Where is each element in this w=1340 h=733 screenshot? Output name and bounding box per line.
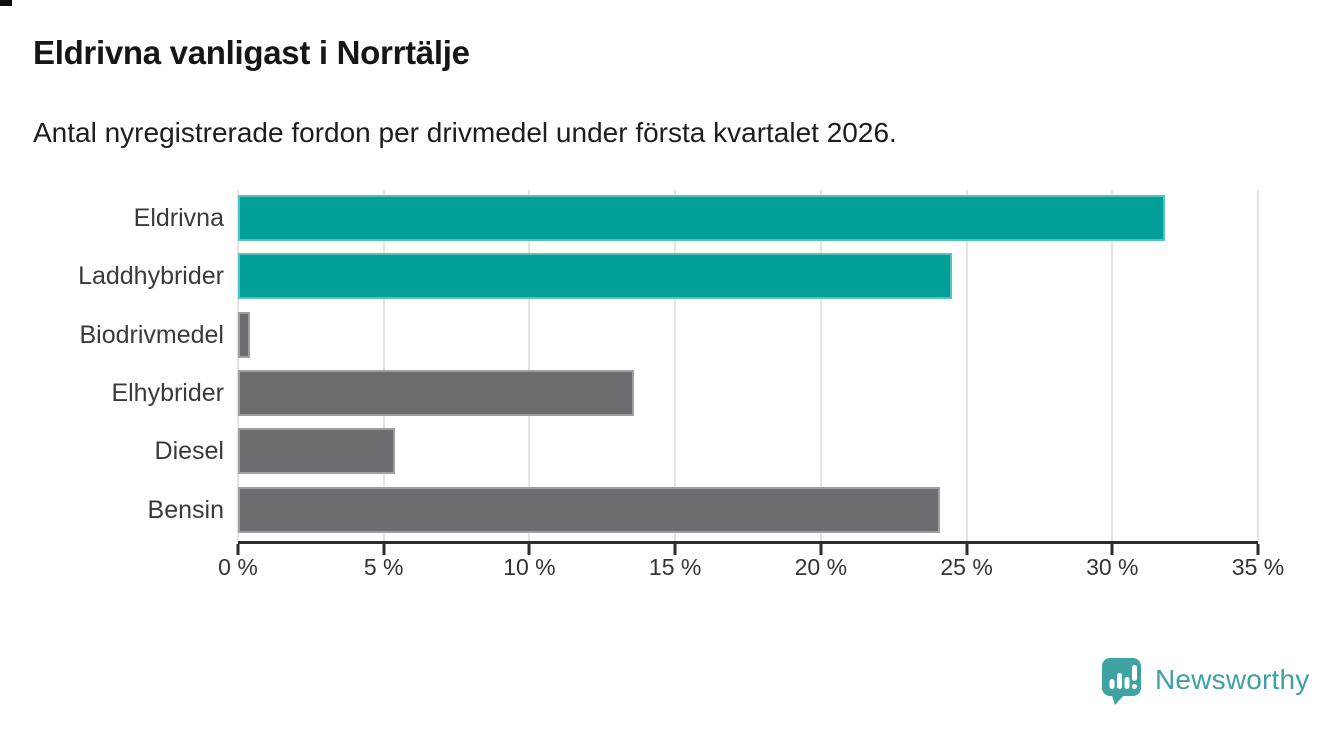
x-tick-label-20: 20 % [794,554,848,580]
x-tick-mark-20 [819,544,823,555]
plot-area [237,190,1259,544]
x-tick-mark-15 [673,544,677,555]
chart-subtitle: Antal nyregistrerade fordon per drivmede… [33,117,897,148]
category-label-bensin: Bensin [147,495,224,524]
category-label-eldrivna: Eldrivna [133,204,224,232]
x-tick-mark-10 [527,544,531,555]
x-tick-label-15: 15 % [648,554,702,580]
x-tick-label-10: 10 % [503,554,556,580]
gridline-35 [1257,190,1259,541]
gridline-10 [528,190,531,541]
gridline-5 [382,190,385,541]
category-label-elhybrider: Elhybrider [111,378,224,407]
bar-diesel [238,428,396,475]
gridline-25 [965,190,968,541]
bar-elhybrider [238,369,635,416]
gridline-0 [237,190,239,541]
x-tick-mark-5 [382,544,386,555]
gridline-20 [819,190,822,541]
newsworthy-logo-icon [1102,658,1141,705]
category-label-biodrivmedel: Biodrivmedel [79,320,224,349]
gridline-15 [674,190,677,541]
x-tick-label-35: 35 % [1231,554,1285,580]
x-tick-label-25: 25 % [940,554,993,580]
bar-bensin [238,486,941,533]
gridline-30 [1111,190,1114,541]
x-tick-mark-30 [1110,544,1114,555]
x-tick-label-30: 30 % [1086,554,1139,580]
bar-biodrivmedel [238,311,250,358]
bar-laddhybrider [238,253,952,300]
category-label-laddhybrider: Laddhybrider [78,262,224,291]
x-tick-label-0: 0 % [218,554,258,580]
brand-footer: Newsworthy [1100,655,1309,705]
x-tick-mark-0 [236,544,240,555]
x-tick-mark-25 [965,544,969,555]
corner-mark [0,0,12,6]
x-tick-mark-35 [1256,544,1260,555]
x-tick-label-5: 5 % [363,554,404,580]
category-label-diesel: Diesel [154,437,224,466]
chart-title: Eldrivna vanligast i Norrtälje [33,34,470,71]
bar-eldrivna [238,195,1165,241]
newsworthy-logo-text: Newsworthy [1155,664,1310,695]
